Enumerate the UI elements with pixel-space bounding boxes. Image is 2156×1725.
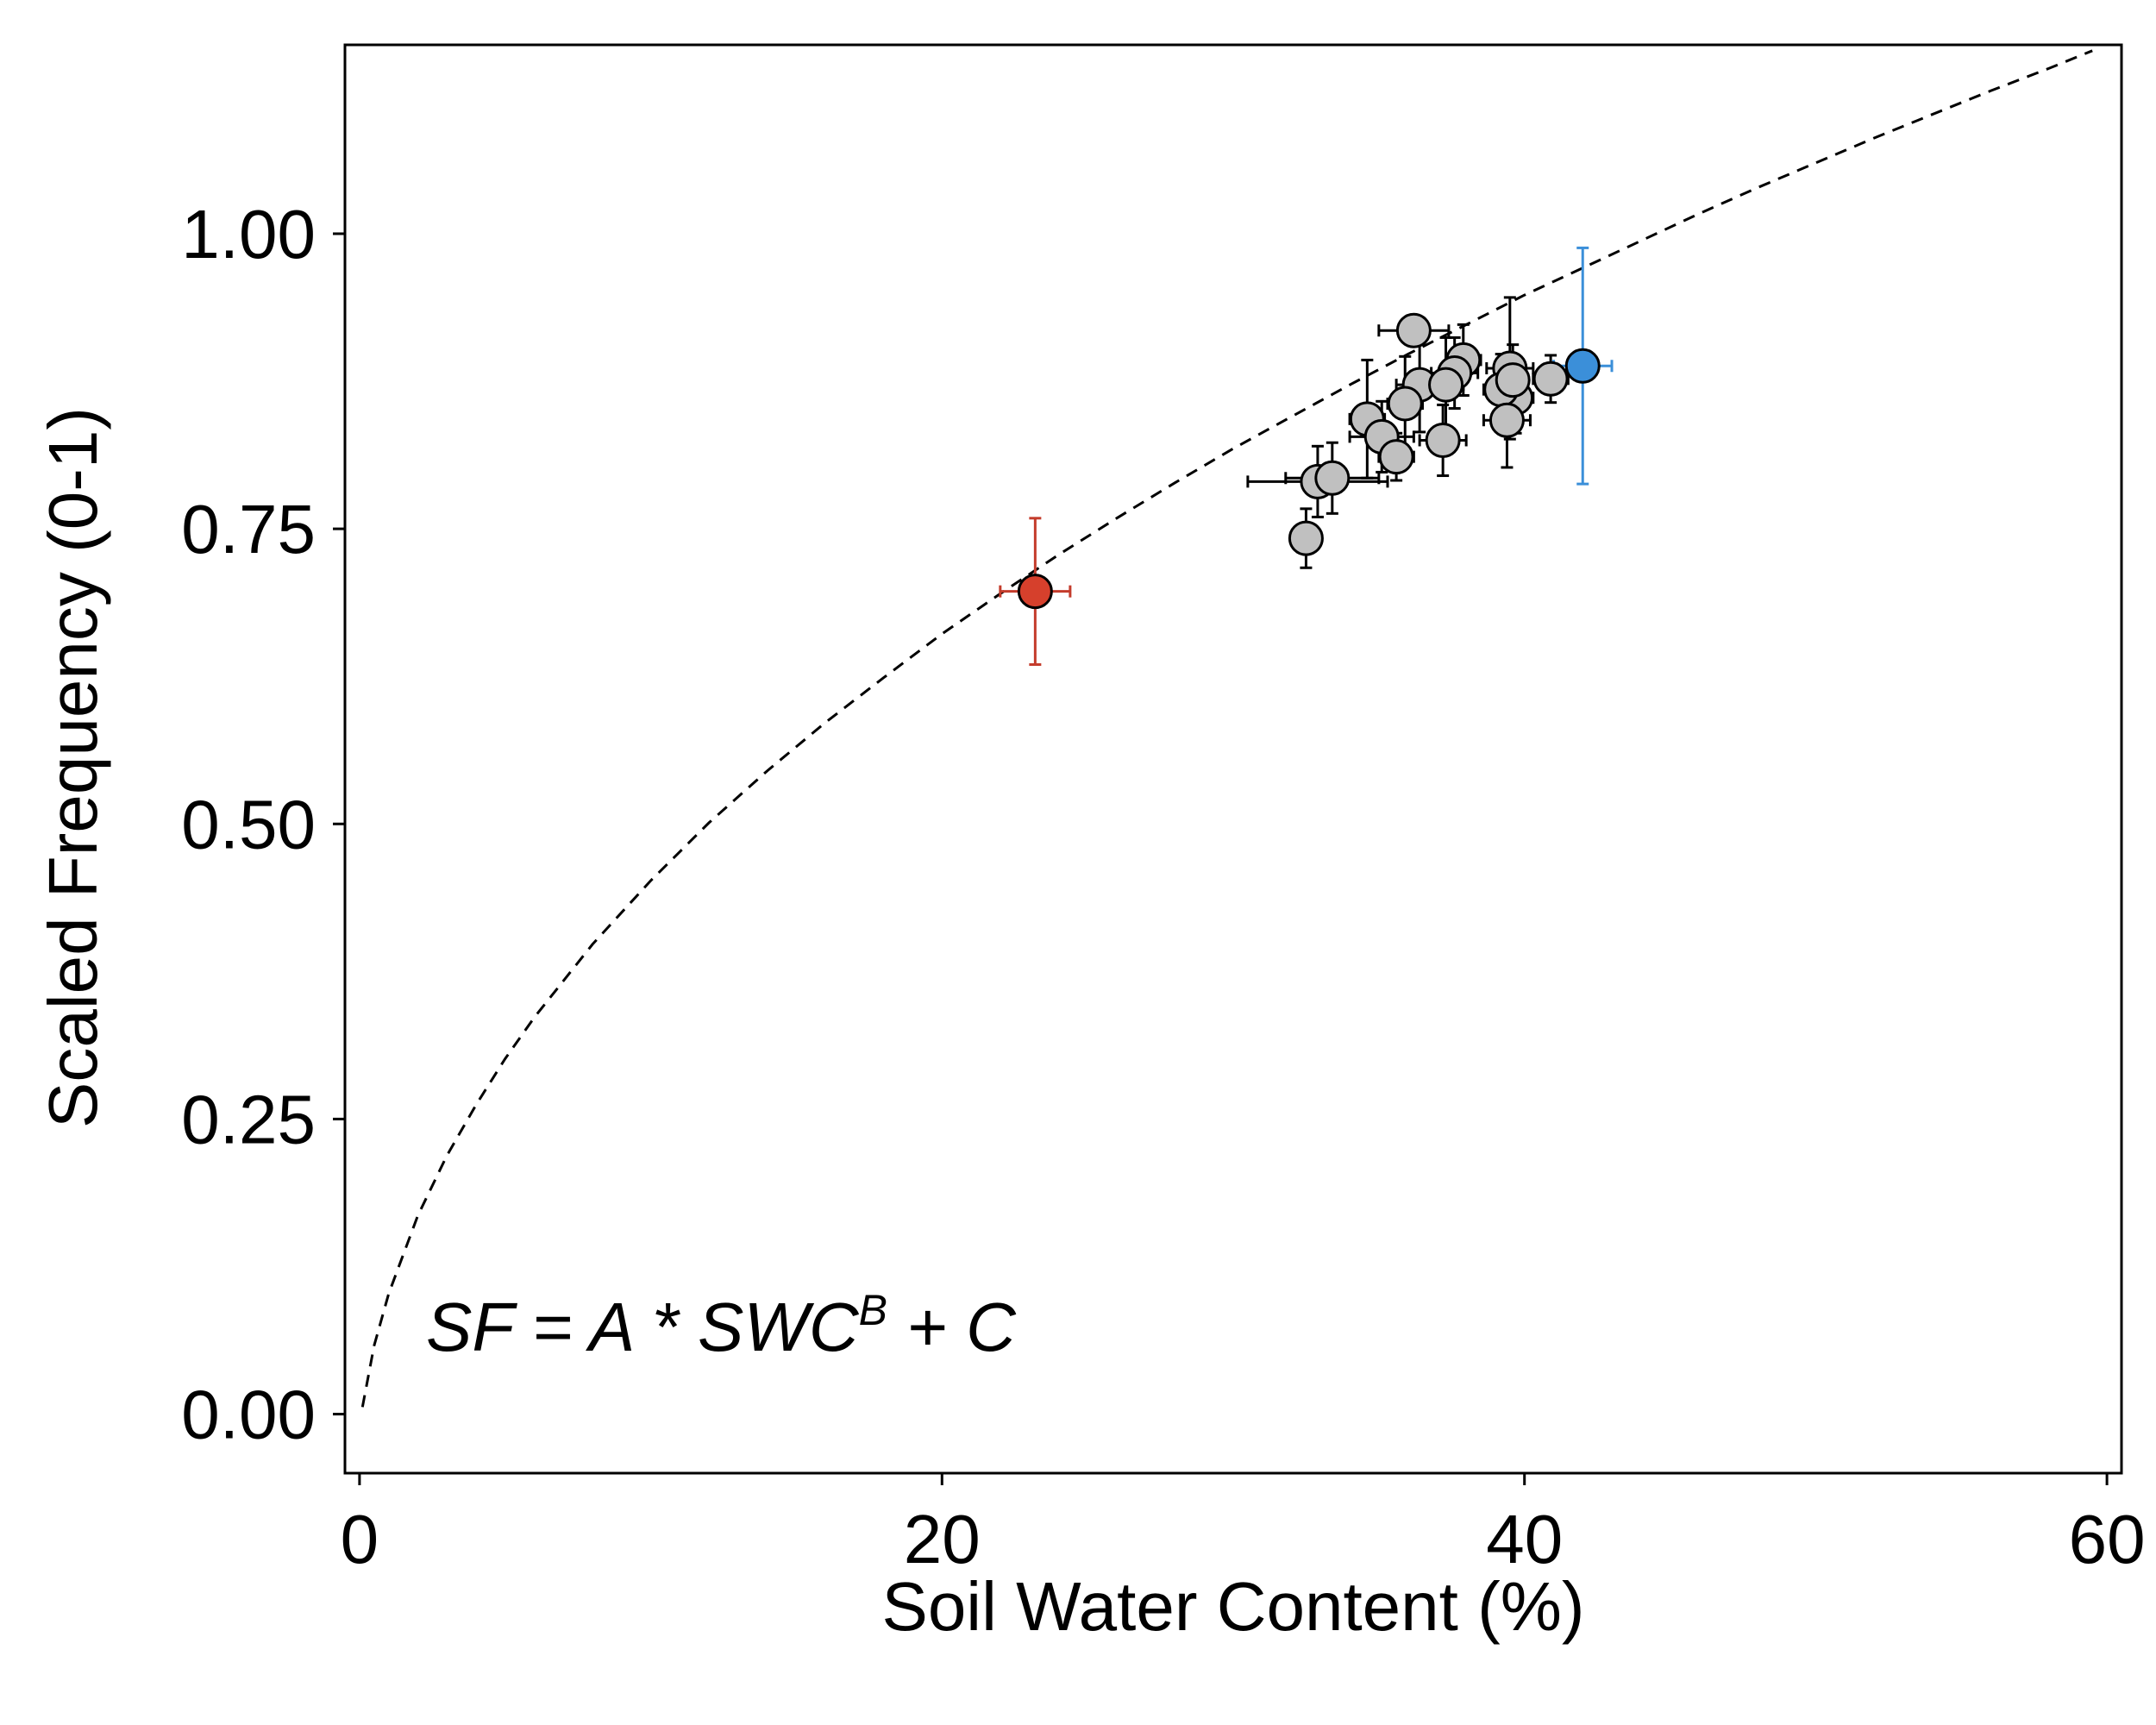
x-tick-label: 60: [2069, 1501, 2146, 1578]
y-axis-ticks: 0.00 0.25 0.50 0.75 1.00: [181, 196, 345, 1453]
x-tick-label: 20: [904, 1501, 981, 1578]
equation-superscript: B: [859, 1286, 887, 1334]
fit-equation: SF = A * SWCB + C: [426, 1286, 1017, 1365]
data-point: [1564, 348, 1601, 384]
equation-lhs: SF = A * SWC: [426, 1289, 860, 1365]
x-axis-ticks: 0 20 40 60: [341, 1473, 2146, 1578]
y-tick-label: 0.50: [181, 786, 316, 862]
x-axis-title: Soil Water Content (%): [881, 1568, 1584, 1645]
y-tick-label: 0.25: [181, 1081, 316, 1157]
error-bars-layer: [999, 246, 1614, 667]
data-point: [1428, 367, 1464, 403]
data-point: [1378, 439, 1414, 475]
x-tick-label: 40: [1486, 1501, 1563, 1578]
y-tick-label: 0.75: [181, 491, 316, 568]
data-point: [1017, 574, 1053, 610]
data-points-layer: [1017, 312, 1601, 610]
data-point: [1425, 422, 1461, 458]
data-point: [1387, 386, 1423, 422]
x-tick-label: 0: [341, 1501, 379, 1578]
data-point: [1489, 402, 1525, 438]
y-axis-title: Scaled Frequency (0-1): [34, 407, 111, 1128]
plot-frame: [343, 43, 2123, 1475]
fit-curve-layer: [360, 49, 2093, 1408]
data-point: [1532, 361, 1569, 397]
equation-rhs: + C: [887, 1289, 1017, 1365]
data-point: [1395, 312, 1432, 348]
y-tick-label: 1.00: [181, 196, 316, 273]
data-point: [1495, 362, 1531, 398]
fit-curve-line: [360, 49, 2093, 1408]
data-point: [1314, 460, 1351, 496]
y-tick-label: 0.00: [181, 1377, 316, 1453]
data-point: [1288, 520, 1324, 556]
